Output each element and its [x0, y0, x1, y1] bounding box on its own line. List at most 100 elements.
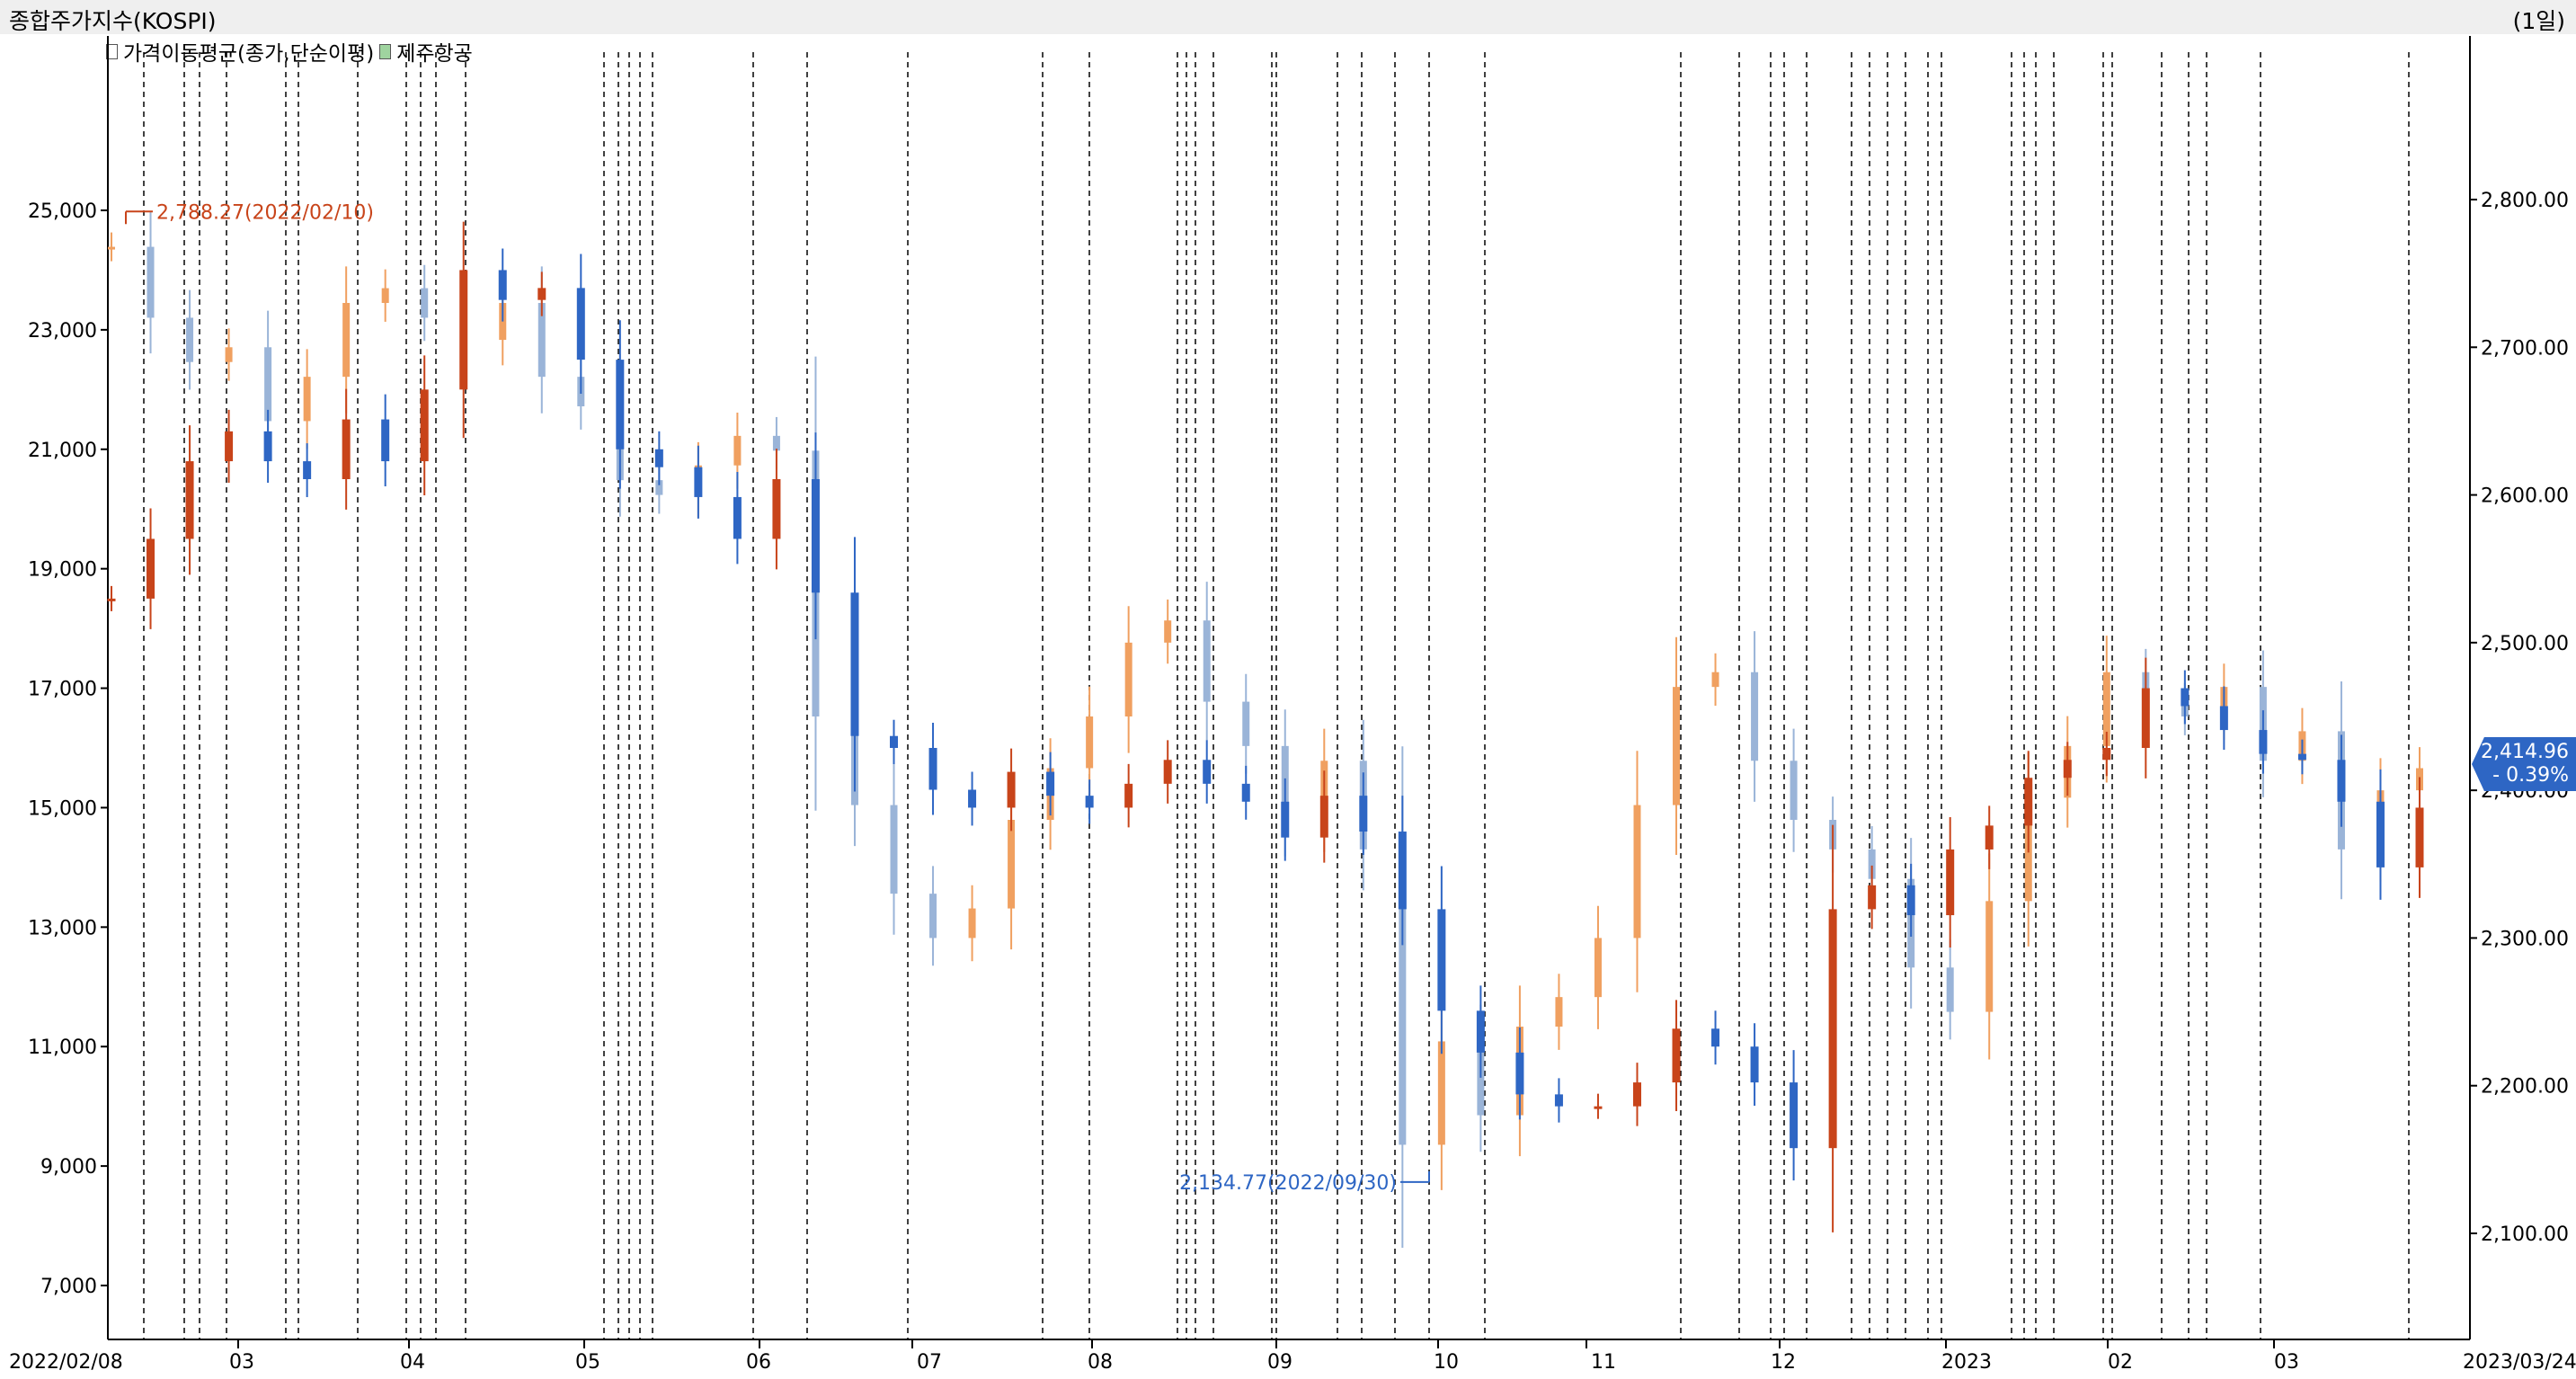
x-tick-label: 11 — [1591, 1351, 1616, 1374]
jejuair-candle — [263, 431, 272, 462]
jejuair-candle — [342, 419, 351, 479]
jejuair-candle — [2337, 760, 2346, 802]
jejuair-candle — [1594, 1106, 1603, 1109]
x-tick-label: 12 — [1771, 1351, 1796, 1374]
kospi-candle — [147, 246, 155, 318]
kospi-candle — [968, 908, 976, 939]
kospi-candle — [1008, 820, 1016, 909]
kospi-candle — [1633, 805, 1641, 939]
left-tick-label: 25,000 — [28, 200, 97, 223]
legend: 가격이동평균(종가,단순이평) 제주항공 — [106, 36, 473, 67]
kospi-candle — [342, 303, 351, 378]
jejuair-candle — [2024, 778, 2033, 826]
kospi-candle — [890, 805, 898, 894]
jejuair-candle — [2102, 748, 2111, 761]
jejuair-candle — [459, 270, 468, 390]
jejuair-candle — [850, 592, 859, 736]
right-tick-label: 2,600.00 — [2481, 485, 2569, 508]
jejuair-candle — [654, 449, 663, 467]
kospi-candle — [1868, 849, 1876, 879]
jejuair-candle — [1203, 760, 1212, 784]
x-tick-label: 04 — [400, 1351, 425, 1374]
kospi-candle — [1164, 620, 1172, 643]
kospi-candle — [108, 246, 115, 250]
jejuair-candle — [1476, 1010, 1485, 1053]
jejuair-candle — [1790, 1082, 1799, 1149]
jejuair-candle — [2219, 706, 2228, 731]
jejuair-candle — [2259, 730, 2268, 754]
x-tick-label: 2023/03/24 — [2463, 1351, 2576, 1374]
chart-title: 종합주가지수(KOSPI) — [9, 8, 217, 34]
jejuair-candle — [1398, 832, 1407, 910]
jejuair-candle — [2063, 760, 2072, 778]
jejuair-candle — [2297, 753, 2306, 761]
legend-swatch-overlay — [379, 43, 392, 59]
x-tick-label: 10 — [1434, 1351, 1459, 1374]
x-tick-label: 05 — [575, 1351, 600, 1374]
jejuair-candle — [576, 288, 585, 360]
jejuair-candle — [1046, 771, 1055, 796]
current-change: - 0.39% — [2492, 764, 2569, 787]
chart-header: 종합주가지수(KOSPI) (1일) — [0, 0, 2576, 34]
jejuair-candle — [225, 431, 234, 462]
kospi-candle — [1242, 701, 1250, 746]
jejuair-candle — [1946, 849, 1955, 916]
jejuair-candle — [1828, 909, 1837, 1149]
jejuair-candle — [890, 735, 899, 748]
current-price-badge: 2,414.96 - 0.39% — [2472, 737, 2576, 791]
jejuair-candle — [1515, 1052, 1524, 1095]
kospi-candle — [264, 347, 272, 422]
kospi-candle — [1594, 938, 1602, 998]
jejuair-candle — [1868, 885, 1877, 910]
jejuair-candle — [968, 789, 977, 808]
jejuair-candle — [1554, 1094, 1563, 1107]
jejuair-candle — [733, 496, 742, 539]
period-label[interactable]: (1일) — [2512, 8, 2565, 34]
kospi-candle — [929, 894, 937, 939]
kospi-candle — [1946, 967, 1954, 1012]
left-tick-label: 23,000 — [28, 320, 97, 343]
kospi-candle — [772, 435, 780, 451]
legend-label-overlay: 제주항공 — [396, 42, 473, 66]
jejuair-candle — [1906, 885, 1915, 916]
right-tick-label: 2,500.00 — [2481, 633, 2569, 655]
right-tick-label: 2,700.00 — [2481, 337, 2569, 360]
x-tick-label: 2023 — [1941, 1351, 1992, 1374]
jejuair-candle — [1632, 1082, 1641, 1107]
kospi-candle — [303, 377, 311, 422]
left-tick-label: 7,000 — [40, 1276, 97, 1298]
jejuair-candle — [2415, 807, 2424, 867]
current-price: 2,414.96 — [2481, 741, 2569, 763]
kospi-candle — [1985, 901, 1994, 1012]
right-tick-label: 2,800.00 — [2481, 190, 2569, 212]
kospi-candle — [1790, 761, 1798, 820]
jejuair-candle — [537, 288, 546, 300]
kospi-candle — [381, 288, 389, 303]
jejuair-candle — [1007, 771, 1016, 808]
jejuair-candle — [772, 479, 781, 539]
jejuair-candle — [1281, 801, 1290, 838]
kospi-candle — [2102, 672, 2110, 746]
kospi-candle — [537, 303, 546, 378]
jejuair-candle — [1437, 909, 1446, 1011]
kospi-candle — [1673, 687, 1681, 805]
left-tick-label: 15,000 — [28, 797, 97, 820]
kospi-candle — [655, 480, 663, 495]
legend-label-ma: 가격이동평균(종가,단순이평) — [123, 42, 375, 66]
jejuair-candle — [811, 479, 820, 593]
kospi-candle — [186, 317, 194, 362]
jejuair-candle — [616, 360, 625, 449]
kospi-candle — [1477, 1041, 1485, 1116]
left-tick-label: 17,000 — [28, 679, 97, 701]
kospi-candle — [1711, 672, 1719, 688]
jejuair-candle — [1085, 796, 1094, 808]
jejuair-candle — [1750, 1046, 1759, 1083]
x-tick-label: 07 — [917, 1351, 942, 1374]
jejuair-candle — [928, 748, 937, 790]
right-tick-label: 2,100.00 — [2481, 1223, 2569, 1246]
kospi-candle — [733, 435, 742, 466]
kospi-candle — [225, 347, 233, 362]
jejuair-candle — [1672, 1028, 1681, 1083]
jejuair-candle — [1985, 825, 1994, 850]
